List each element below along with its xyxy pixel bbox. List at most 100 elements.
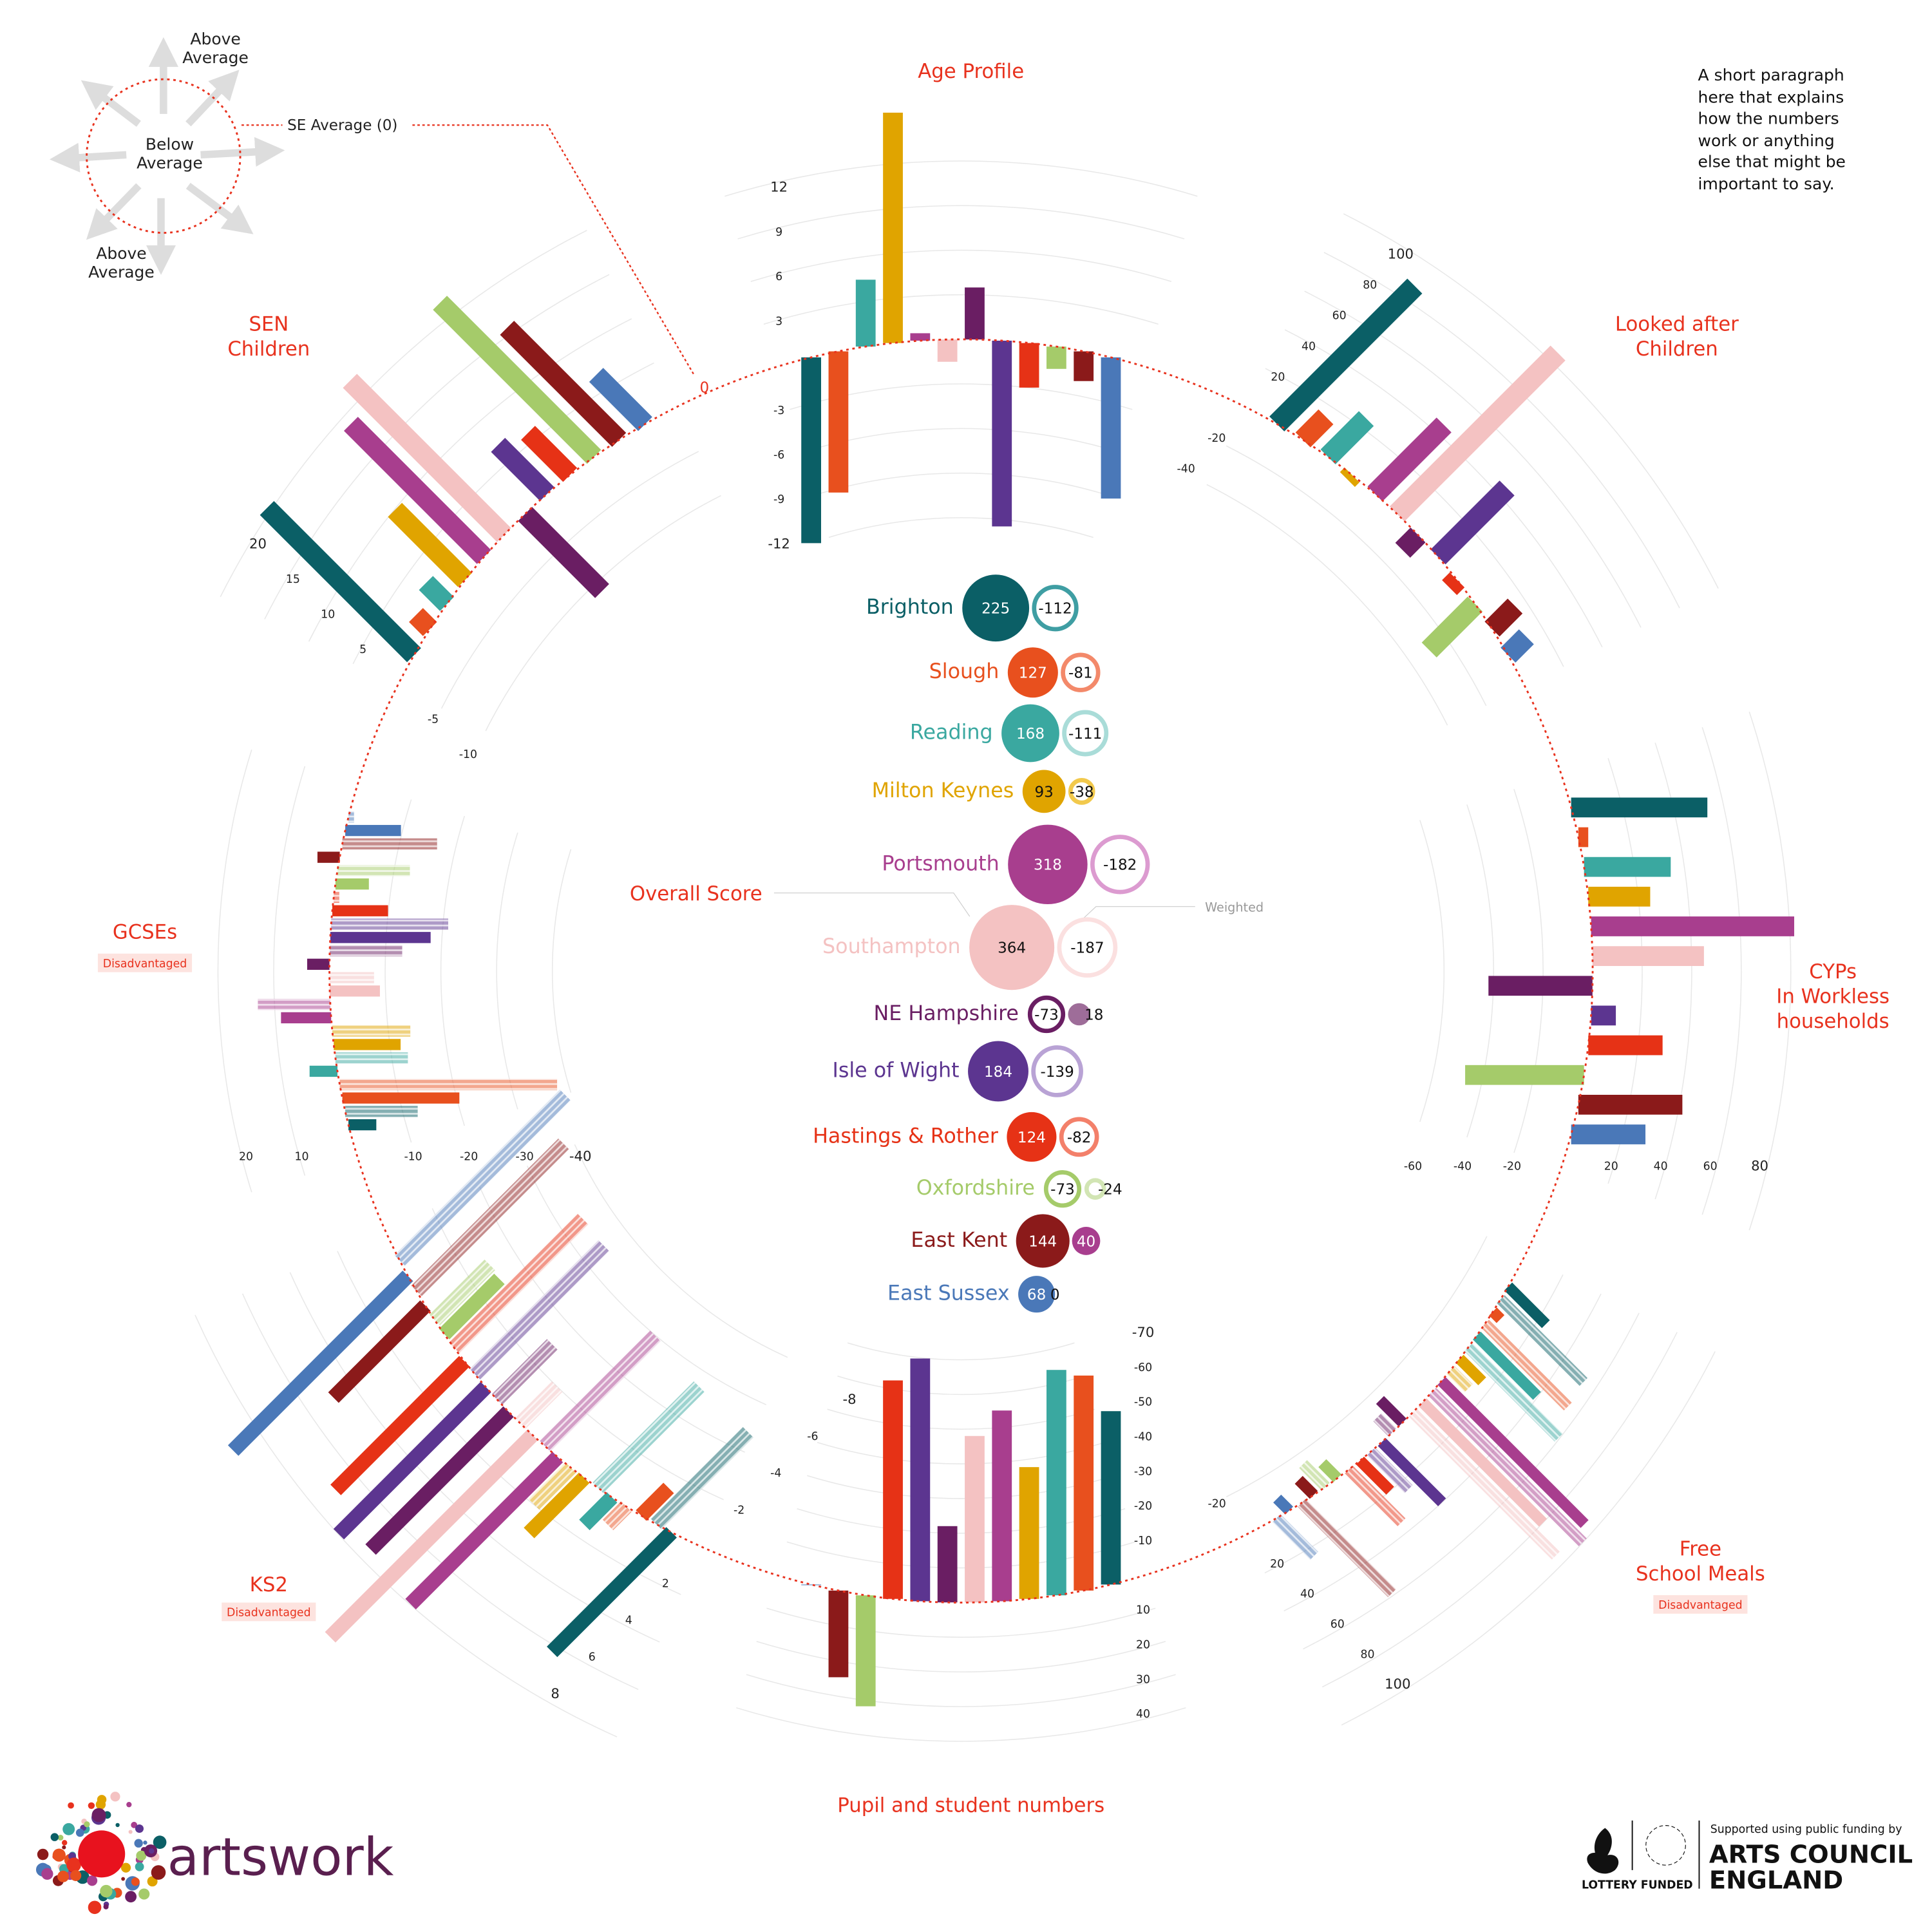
tick-label-fsm: 40	[1300, 1588, 1314, 1601]
bar-gcse-east-sussex	[345, 824, 401, 837]
lottery-crossed-fingers-icon	[1587, 1828, 1619, 1874]
overall-row-slough: Slough 127 -81	[929, 647, 1101, 698]
tick-label-lac: 100	[1388, 245, 1414, 261]
weighted-bubble	[1068, 777, 1095, 805]
bar-fsm-reading-disadvantaged-hatch	[1464, 1343, 1563, 1442]
grid-arc-fsm	[1341, 1351, 1716, 1726]
bar-gcse-east-kent-disadvantaged-hatch	[342, 838, 437, 850]
se-average-leader-2	[412, 124, 694, 375]
tick-label-pupils: -50	[1134, 1396, 1152, 1409]
weighted-value: -111	[1068, 726, 1102, 743]
bar-fsm-southampton-disadvantaged-hatch	[1408, 1408, 1560, 1560]
overall-row-portsmouth: Portsmouth 318 -182	[882, 824, 1150, 905]
tick-label-pupils: -70	[1132, 1324, 1155, 1340]
grid-arc-gcse	[496, 832, 518, 1110]
bar-lac-slough	[1295, 409, 1334, 448]
bar-pupils-ne-hampshire	[937, 1526, 958, 1603]
bar-age-east-kent	[1074, 351, 1094, 381]
weighted-bubble	[1032, 585, 1079, 632]
bar-ks2-east-kent	[328, 1300, 431, 1403]
weighted-value: 40	[1077, 1233, 1095, 1250]
bar-cyp-isle-of-wight	[1591, 1005, 1616, 1026]
bar-gcse-reading	[309, 1065, 337, 1077]
bar-cyp-ne-hampshire	[1488, 976, 1593, 996]
grid-arc-pupils	[807, 1475, 1115, 1499]
weighted-bubble	[1061, 652, 1101, 692]
bar-age-slough	[828, 351, 849, 493]
tick-label-ks2: 2	[662, 1578, 669, 1591]
logo-dot	[88, 1802, 95, 1809]
grid-arc-cyp	[1513, 789, 1544, 1153]
weighted-bubble	[1057, 917, 1118, 978]
bar-fsm-brighton-disadvantaged-hatch	[1497, 1295, 1588, 1387]
title-age-profile: Age Profile	[918, 60, 1024, 83]
bar-gcse-southampton	[330, 985, 380, 997]
bar-age-ne-hampshire	[965, 287, 985, 340]
legend-arrows	[49, 37, 285, 275]
logo-dot	[103, 1904, 109, 1909]
bar-ks2-east-sussex-disadvantaged-hatch	[394, 1090, 571, 1266]
bar-pupils-reading	[1046, 1370, 1066, 1596]
bar-lac-hastings-rother	[1442, 573, 1465, 596]
bar-sen-isle-of-wight	[491, 437, 554, 501]
overall-row-milton-keynes: Milton Keynes 93 -38	[872, 770, 1095, 813]
tick-label-cyp: 40	[1654, 1160, 1668, 1173]
legend: Above Average Below Average Above Average S…	[49, 30, 709, 397]
tick-label-cyp: 20	[1604, 1160, 1618, 1173]
score-value: 168	[1016, 726, 1045, 743]
bar-ks2-oxfordshire-disadvantaged-hatch	[429, 1259, 495, 1325]
tick-label-lac: -40	[1177, 463, 1195, 476]
weighted-value: -24	[1098, 1182, 1122, 1198]
logo-dot	[149, 1848, 155, 1854]
logo-dot	[86, 1875, 98, 1886]
tick-label-pupils: 40	[1136, 1708, 1150, 1721]
grid-arc-pupils	[756, 1641, 1166, 1672]
bar-ks2-isle-of-wight-disadvantaged-hatch	[469, 1240, 609, 1380]
weighted-value: 18	[1084, 1007, 1103, 1023]
grid-arc-sen	[485, 495, 721, 732]
bar-pupils-portsmouth	[992, 1410, 1012, 1602]
bar-pupils-oxfordshire	[855, 1595, 876, 1707]
bar-gcse-hastings-rother	[332, 905, 388, 916]
tick-label-fsm: -20	[1208, 1497, 1226, 1510]
tick-label-age: -9	[773, 493, 784, 506]
bar-gcse-isle-of-wight-disadvantaged-hatch	[331, 918, 448, 930]
tick-label-cyp: 60	[1703, 1160, 1718, 1173]
tick-label-ks2: 8	[551, 1685, 559, 1701]
title-sen-children: SEN Children	[227, 312, 310, 360]
tick-label-gcse: 10	[294, 1151, 308, 1164]
bar-fsm-east-sussex	[1273, 1494, 1294, 1515]
tick-label-sen: 20	[249, 536, 267, 552]
bar-lac-oxfordshire	[1421, 596, 1483, 658]
logo-dot	[150, 1879, 157, 1886]
bar-lac-portsmouth	[1367, 417, 1452, 502]
tick-label-sen: -5	[428, 714, 439, 726]
grid-arc-cyp	[1419, 820, 1444, 1122]
bar-sen-southampton	[343, 374, 511, 542]
logo-dot	[126, 1802, 132, 1808]
bar-ks2-oxfordshire	[439, 1273, 505, 1340]
bar-ks2-milton-keynes	[524, 1472, 590, 1539]
bar-age-hastings-rother	[1019, 343, 1039, 388]
bar-gcse-brighton-disadvantaged-hatch	[345, 1106, 418, 1117]
bar-ks2-brighton	[547, 1527, 677, 1658]
score-value: 144	[1028, 1233, 1057, 1250]
tick-label-ks2: -6	[807, 1430, 818, 1443]
bar-age-reading	[855, 279, 876, 347]
bars	[227, 112, 1795, 1707]
tick-label-ks2: 6	[589, 1651, 596, 1664]
title-cyps-workless: CYPs In Workless households	[1776, 960, 1889, 1033]
tick-label-cyp: 80	[1751, 1158, 1768, 1174]
logo-dot	[75, 1828, 84, 1837]
grid-arc-fsm	[1283, 1293, 1602, 1612]
grid-arc-age	[737, 205, 1185, 240]
bar-lac-east-sussex	[1501, 629, 1534, 663]
score-value: 68	[1027, 1287, 1046, 1303]
bar-fsm-slough-disadvantaged-hatch	[1481, 1320, 1572, 1411]
bar-gcse-hastings-rother-disadvantaged-hatch	[334, 891, 339, 904]
logo-dot	[131, 1877, 140, 1886]
tick-label-pupils: -10	[1134, 1535, 1152, 1548]
bar-fsm-brighton	[1504, 1282, 1550, 1329]
bar-ks2-southampton-disadvantaged-hatch	[515, 1381, 563, 1429]
bar-lac-milton-keynes	[1340, 467, 1359, 488]
